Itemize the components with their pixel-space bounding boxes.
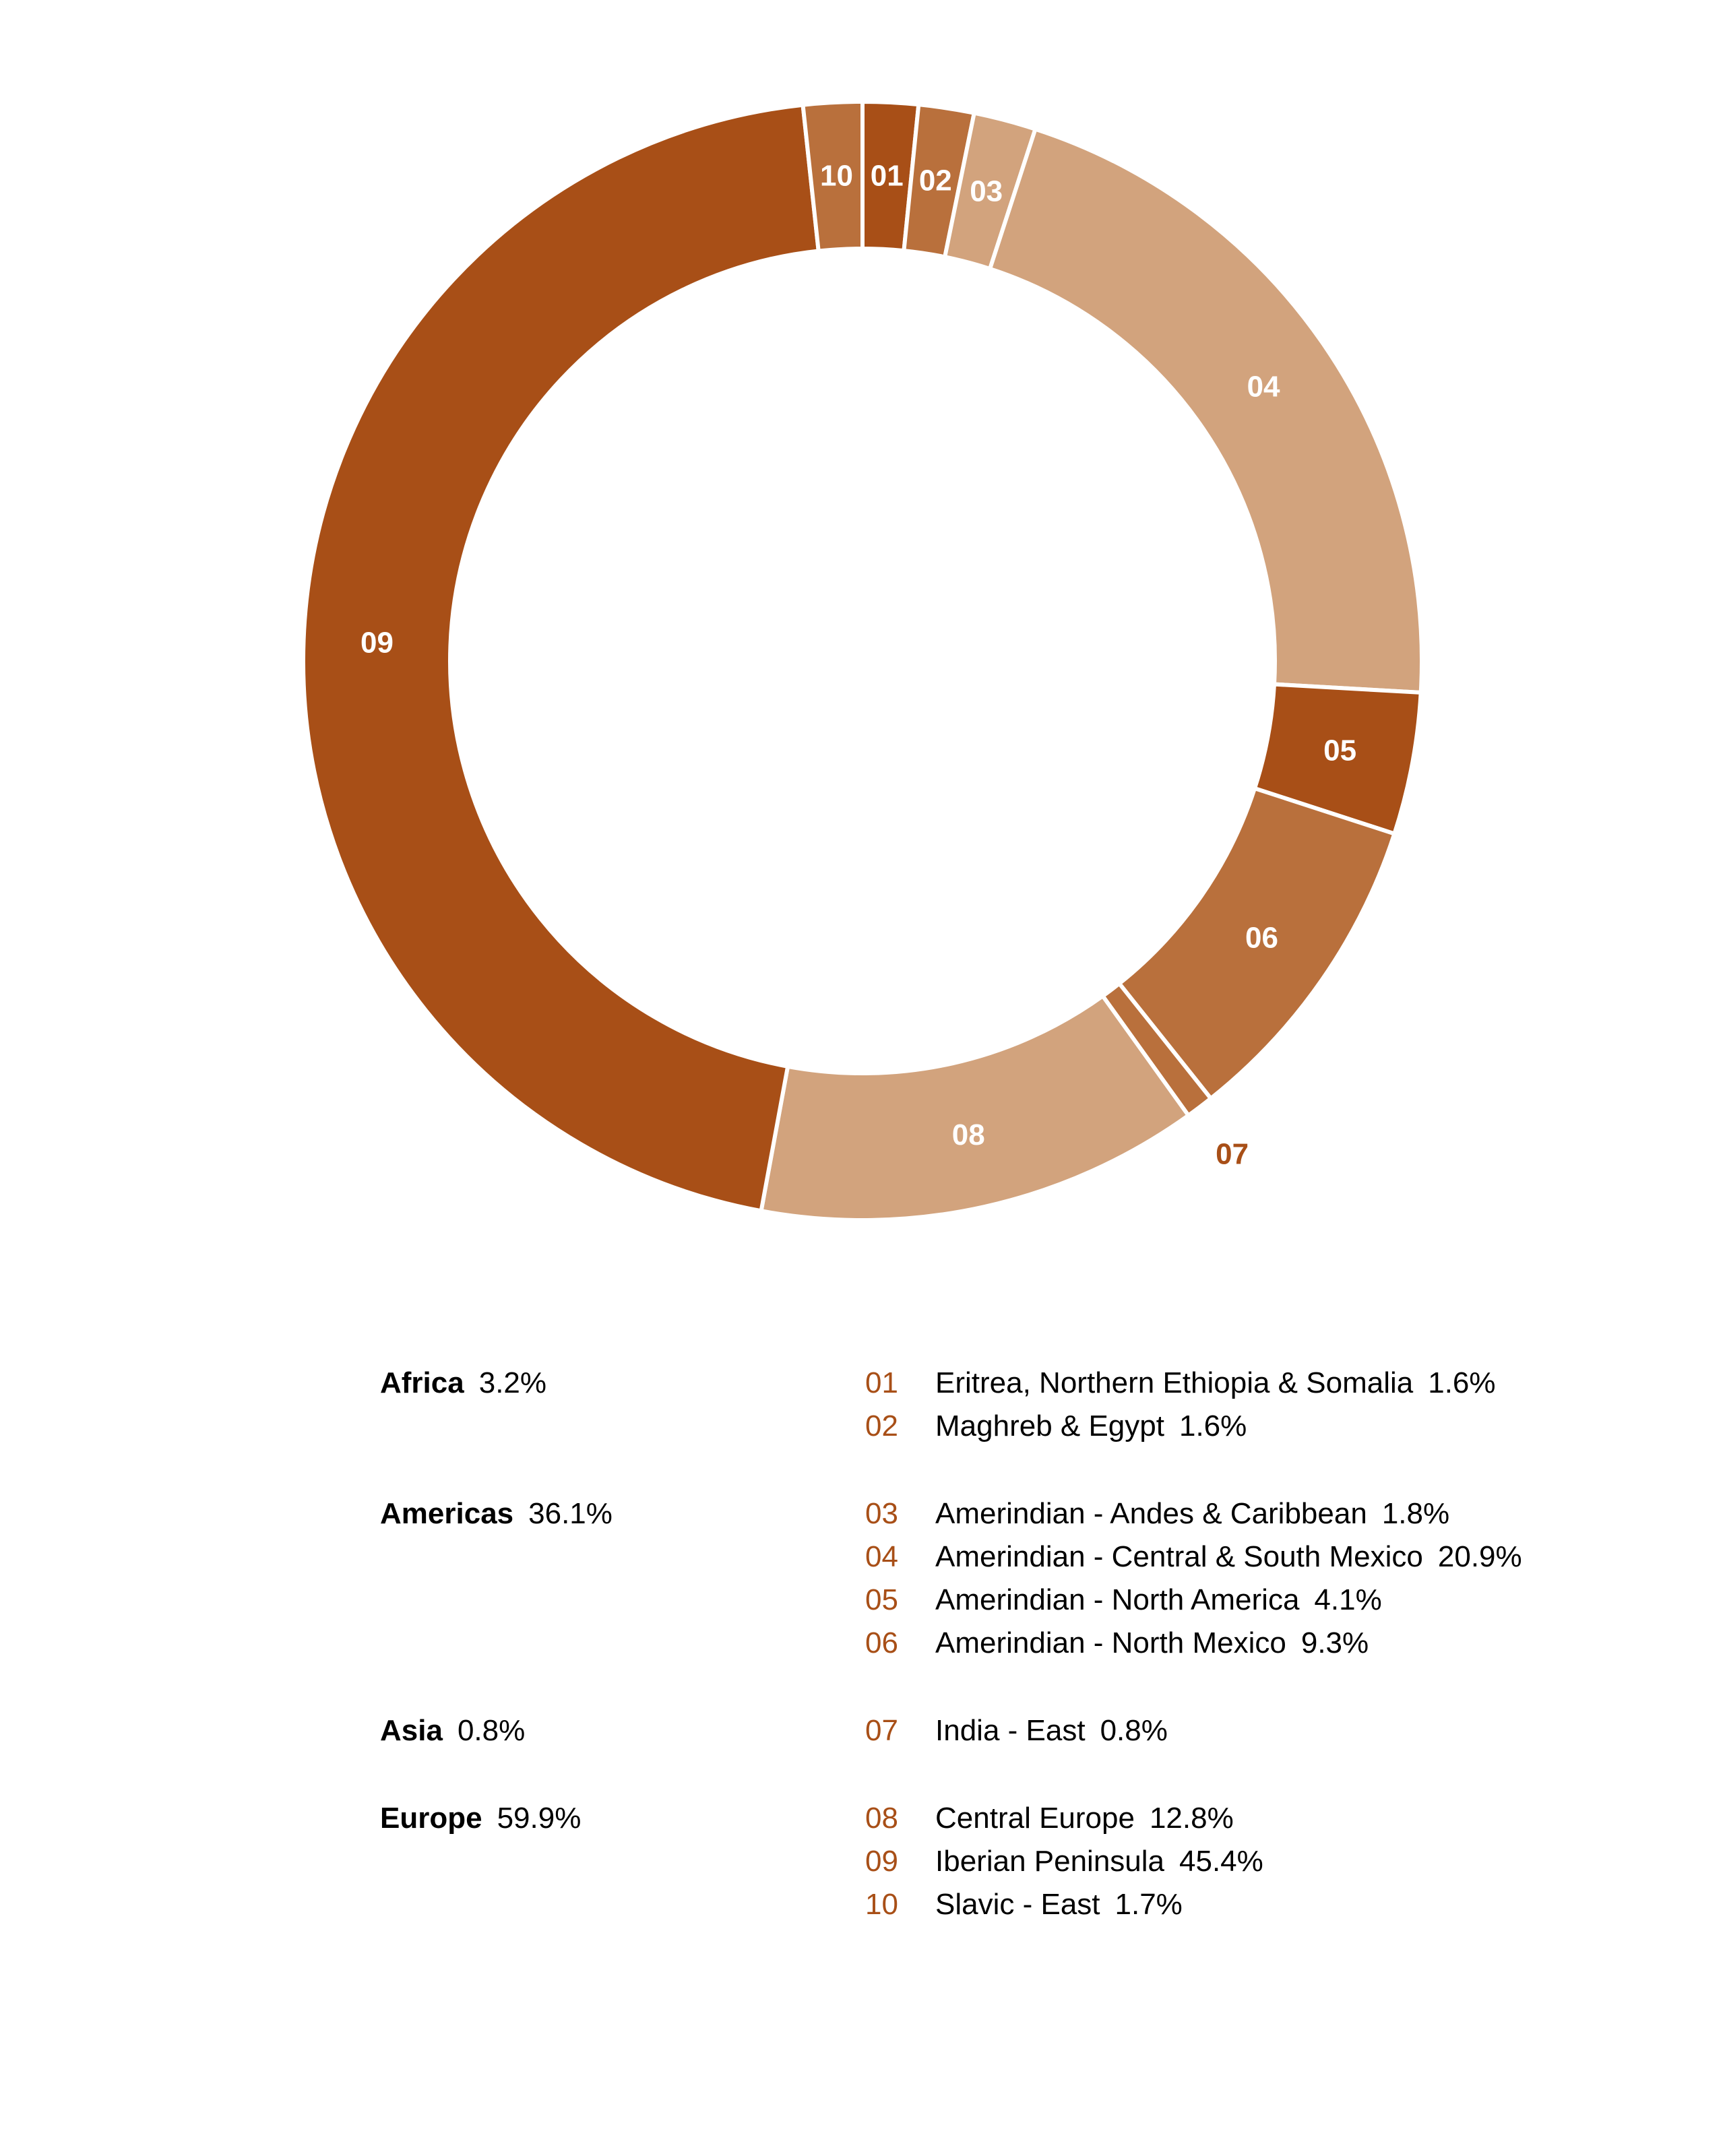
slice-label-09: 09 (360, 626, 394, 659)
donut-chart: 01 02 03 04 05 06 07 08 09 10 (301, 99, 1424, 1222)
legend-item-07: 07 India - East 0.8% (865, 1709, 1168, 1752)
legend-region-europe: Europe 59.9% (380, 1797, 581, 1840)
legend-item-01: 01 Eritrea, Northern Ethiopia & Somalia 1.… (865, 1362, 1496, 1405)
legend-region-africa: Africa 3.2% (380, 1362, 546, 1405)
legend-item-02: 02 Maghreb & Egypt 1.6% (865, 1405, 1247, 1448)
donut-slices (301, 99, 1424, 1222)
slice-label-06: 06 (1245, 921, 1278, 954)
item-code: 04 (865, 1540, 898, 1573)
slice-label-07: 07 (1216, 1138, 1249, 1171)
legend-item-04: 04 Amerindian - Central & South Mexico 20.… (865, 1535, 1522, 1579)
item-code: 02 (865, 1409, 898, 1442)
item-name: Amerindian - Central & South Mexico (935, 1540, 1423, 1573)
legend-item-03: 03 Amerindian - Andes & Caribbean 1.8% (865, 1492, 1449, 1535)
item-percent: 45.4% (1179, 1845, 1263, 1878)
donut-slice-labels: 01 02 03 04 05 06 07 08 09 10 (360, 159, 1356, 1170)
donut-slice-09 (301, 102, 821, 1213)
legend-region-americas: Americas 36.1% (380, 1492, 613, 1535)
donut-slice-04 (987, 126, 1424, 695)
item-code: 10 (865, 1888, 898, 1921)
item-code: 01 (865, 1366, 898, 1399)
legend-item-08: 08 Central Europe 12.8% (865, 1797, 1234, 1840)
item-name: Maghreb & Egypt (935, 1409, 1164, 1442)
item-name: Amerindian - Andes & Caribbean (935, 1497, 1367, 1530)
region-percent: 3.2% (478, 1366, 547, 1399)
slice-label-02: 02 (919, 164, 952, 197)
item-name: Amerindian - North America (935, 1583, 1300, 1616)
item-percent: 1.6% (1428, 1366, 1496, 1399)
slice-label-04: 04 (1247, 370, 1280, 403)
donut-slice-10 (801, 99, 865, 253)
item-percent: 1.8% (1381, 1497, 1450, 1530)
item-code: 08 (865, 1802, 898, 1835)
item-percent: 9.3% (1300, 1626, 1369, 1659)
region-name: Africa (380, 1366, 464, 1399)
legend-region-asia: Asia 0.8% (380, 1709, 525, 1752)
legend-item-10: 10 Slavic - East 1.7% (865, 1883, 1183, 1926)
item-percent: 1.6% (1179, 1409, 1247, 1442)
region-percent: 59.9% (497, 1802, 582, 1835)
region-name: Europe (380, 1802, 482, 1835)
item-name: Central Europe (935, 1802, 1135, 1835)
region-name: Asia (380, 1714, 443, 1747)
item-percent: 4.1% (1314, 1583, 1382, 1616)
region-name: Americas (380, 1497, 514, 1530)
item-name: Iberian Peninsula (935, 1845, 1165, 1878)
slice-label-05: 05 (1323, 734, 1356, 767)
region-percent: 0.8% (457, 1714, 526, 1747)
slice-label-08: 08 (952, 1118, 985, 1151)
item-name: Eritrea, Northern Ethiopia & Somalia (935, 1366, 1414, 1399)
item-percent: 12.8% (1149, 1802, 1234, 1835)
slice-label-03: 03 (970, 175, 1003, 208)
donut-slice-08 (759, 993, 1191, 1222)
item-percent: 0.8% (1100, 1714, 1168, 1747)
legend-item-09: 09 Iberian Peninsula 45.4% (865, 1840, 1263, 1883)
item-name: Slavic - East (935, 1888, 1100, 1921)
item-code: 07 (865, 1714, 898, 1747)
item-code: 06 (865, 1626, 898, 1659)
item-code: 03 (865, 1497, 898, 1530)
slice-label-01: 01 (871, 159, 904, 192)
item-percent: 1.7% (1115, 1888, 1183, 1921)
legend-item-06: 06 Amerindian - North Mexico 9.3% (865, 1622, 1369, 1665)
item-code: 05 (865, 1583, 898, 1616)
item-code: 09 (865, 1845, 898, 1878)
item-percent: 20.9% (1437, 1540, 1522, 1573)
item-name: Amerindian - North Mexico (935, 1626, 1286, 1659)
item-name: India - East (935, 1714, 1086, 1747)
slice-label-10: 10 (820, 160, 853, 193)
legend-item-05: 05 Amerindian - North America 4.1% (865, 1579, 1382, 1622)
region-percent: 36.1% (528, 1497, 613, 1530)
